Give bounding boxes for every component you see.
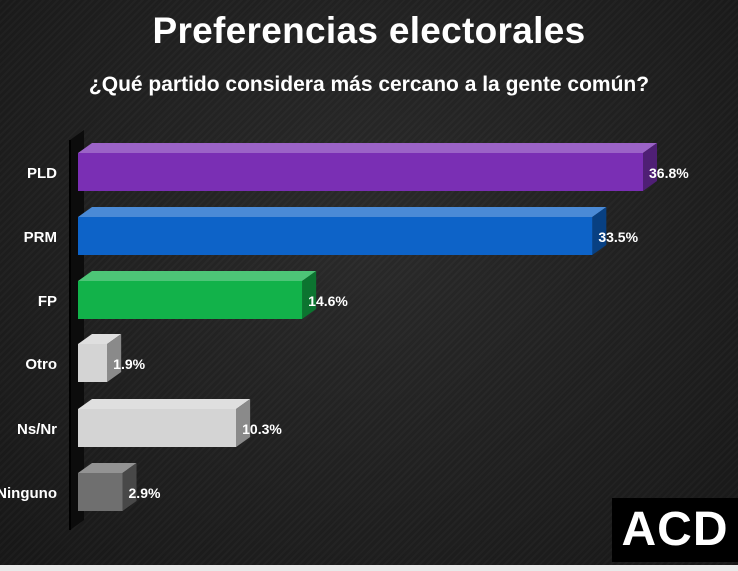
bar-top-nsnr	[78, 399, 251, 409]
chart-title: Preferencias electorales	[152, 10, 586, 51]
bar-top-fp	[78, 271, 317, 281]
bottom-strip	[0, 565, 738, 571]
bar-pld	[78, 153, 643, 191]
bar-side-pld	[643, 143, 657, 191]
category-label: FP	[38, 293, 57, 310]
bar-prm	[78, 217, 593, 255]
bar-side-nsnr	[236, 399, 251, 447]
bar-side-ninguno	[122, 463, 137, 511]
category-label: Otro	[25, 356, 57, 373]
category-label: PRM	[24, 229, 57, 246]
bar-fp	[78, 281, 303, 319]
category-label: Ns/Nr	[17, 421, 57, 438]
bar-side-prm	[592, 207, 607, 255]
acd-logo: ACD	[612, 498, 738, 562]
data-label: 10.3%	[242, 421, 282, 437]
data-label: 14.6%	[308, 293, 348, 309]
data-label: 36.8%	[649, 165, 689, 181]
bar-ninguno	[78, 473, 123, 511]
category-label: Ninguno	[0, 485, 57, 502]
bar-otro	[78, 344, 108, 382]
data-label: 1.9%	[113, 356, 145, 372]
category-label: PLD	[27, 165, 57, 182]
data-label: 2.9%	[129, 485, 161, 501]
data-label: 33.5%	[598, 229, 638, 245]
bar-top-pld	[78, 143, 657, 153]
bar-side-otro	[107, 334, 122, 382]
bar-top-ninguno	[78, 463, 137, 473]
bar-side-fp	[302, 271, 317, 319]
bar-nsnr	[78, 409, 237, 447]
bar-top-otro	[78, 334, 122, 344]
chart-subtitle: ¿Qué partido considera más cercano a la …	[88, 73, 650, 96]
bar-top-prm	[78, 207, 607, 217]
